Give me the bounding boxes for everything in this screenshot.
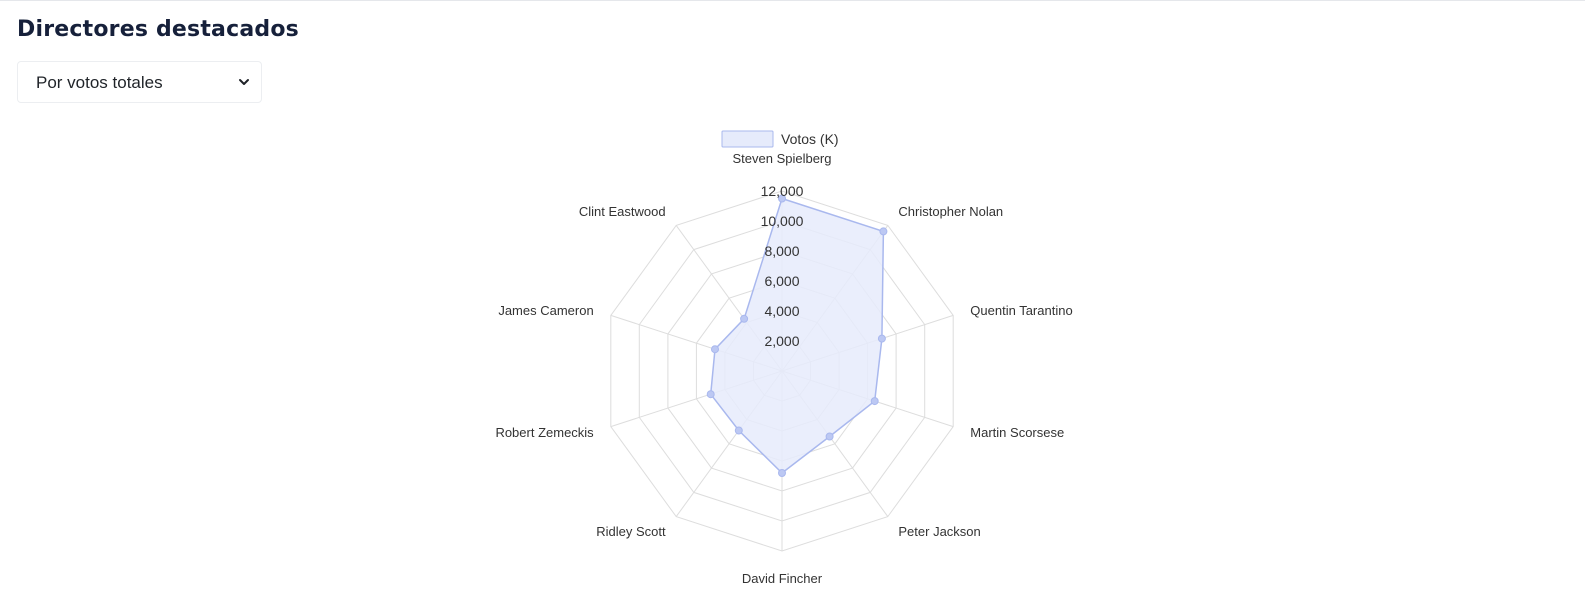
axis-label: David Fincher [742,571,823,586]
axis-label: Martin Scorsese [970,425,1064,440]
data-point-5[interactable] [778,469,786,477]
tick-label: 10,000 [761,213,804,229]
axis-label: Quentin Tarantino [970,303,1072,318]
data-point-0[interactable] [778,194,786,203]
axis-label: Clint Eastwood [579,204,666,219]
data-point-2[interactable] [877,334,886,343]
data-point-9[interactable] [740,314,749,323]
axis-label: Ridley Scott [596,524,666,539]
tick-label: 4,000 [764,303,799,319]
axis-label: Peter Jackson [898,524,980,539]
chevron-down-icon [239,79,249,85]
tick-label: 2,000 [764,333,799,349]
chart-legend[interactable]: Votos (K) [721,130,839,148]
sort-select-value: Por votos totales [36,73,163,92]
tick-label: 8,000 [764,243,799,259]
axis-label: Robert Zemeckis [495,425,594,440]
tick-label: 12,000 [761,183,804,199]
axis-label: Christopher Nolan [898,204,1003,219]
data-point-7[interactable] [706,390,715,399]
data-point-4[interactable] [825,432,834,441]
legend-label: Votos (K) [781,131,839,147]
axis-label: Steven Spielberg [732,151,831,166]
page-title: Directores destacados [17,17,299,42]
legend-swatch [721,130,774,148]
top-divider [0,0,1585,1]
radar-tick-labels: 2,000 4,000 6,000 8,000 10,000 12,000 [761,183,804,349]
radar-chart: 2,000 4,000 6,000 8,000 10,000 12,000 Steven … [495,130,1073,586]
data-point-3[interactable] [870,397,879,406]
tick-label: 6,000 [764,273,799,289]
data-point-6[interactable] [734,426,743,435]
data-point-1[interactable] [879,227,888,236]
axis-label: James Cameron [498,303,593,318]
sort-select[interactable]: Por votos totales [17,61,262,103]
radar-series [706,194,888,477]
radar-axis-labels: Steven Spielberg Christopher Nolan Quentin… [495,151,1072,586]
data-point-8[interactable] [711,345,719,354]
radar-chart-area: 2,000 4,000 6,000 8,000 10,000 12,000 Steven … [0,110,1585,600]
